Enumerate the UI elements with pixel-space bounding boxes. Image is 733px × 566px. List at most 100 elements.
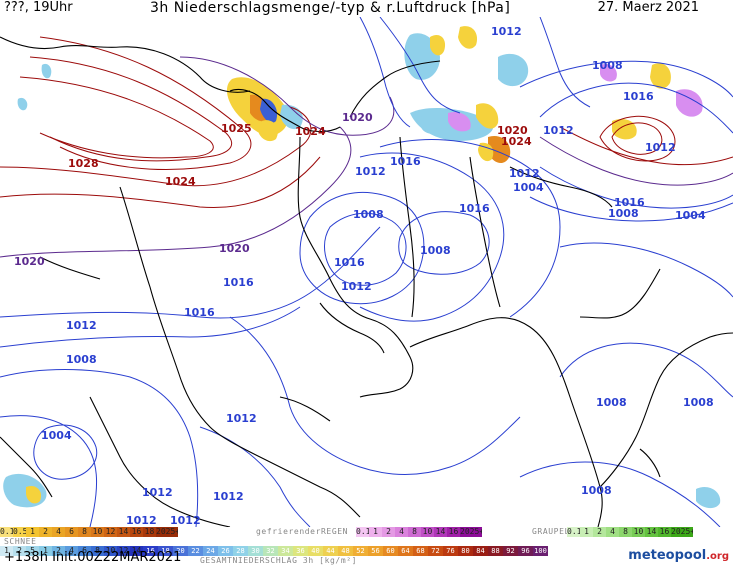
isobar-label: 1012 (355, 165, 386, 178)
isobar-label: 1008 (683, 396, 714, 409)
legend-snow-swatch: 10 (104, 546, 117, 556)
coastlines (0, 36, 733, 527)
isobar-line (611, 122, 663, 155)
legend-snow-swatch: 1 (0, 546, 13, 556)
legend-snow-swatch: 14 (130, 546, 143, 556)
legend-rain-swatch: 0.1 (0, 527, 13, 537)
isobar-line (539, 136, 733, 186)
isobar-label: 1008 (596, 396, 627, 409)
legend-rain-swatch: 16 (130, 527, 143, 537)
isobar-line (539, 82, 733, 134)
legend-graupel-swatch: 8 (619, 527, 632, 537)
isobar-line (559, 242, 733, 298)
isobar-line (324, 212, 407, 286)
legend-freezing-rain-swatch: 16 (447, 527, 460, 537)
isobar-line (0, 126, 352, 258)
isobar-label: 1008 (353, 208, 384, 221)
isobar-line (179, 56, 395, 136)
legend-rain-swatch: 6 (65, 527, 78, 537)
isobar-line (359, 152, 505, 322)
precip-cell (448, 111, 471, 132)
legend-freezing-rain-label: gefrierenderREGEN (256, 527, 349, 536)
legend-graupel-swatch: 4 (606, 527, 619, 537)
isobar-line (29, 56, 233, 162)
coastline (599, 332, 733, 488)
legend: 0.1 0.5 1 2 4 6 8 10 12 14 16 18 2025+ gefrierenderR… (0, 527, 733, 566)
legend-total-swatch: 92 (503, 546, 518, 556)
legend-rain-swatch: 8 (78, 527, 91, 537)
isobar-label: 1012 (491, 25, 522, 38)
isobar-line (398, 211, 490, 275)
isobar-line (0, 226, 381, 319)
brand-name: meteopool (628, 548, 707, 563)
isobar-label: 1016 (623, 90, 654, 103)
isobar-line (39, 36, 252, 170)
isobar-line (299, 191, 425, 305)
isobar-line (0, 415, 98, 527)
isobar-line (519, 60, 733, 98)
precip-cell (600, 63, 617, 82)
isobar-labels: 1012 1008 1016 1025 1024 1020 1028 1024 … (14, 25, 714, 527)
legend-total-swatch: 28 (233, 546, 248, 556)
legend-total-swatch: 48 (338, 546, 353, 556)
coastline (349, 60, 441, 118)
legend-snow-swatch: 5 (26, 546, 39, 556)
coastline (639, 448, 661, 478)
isobar-label: 1004 (513, 181, 544, 194)
legend-total-swatch: 18 (158, 546, 173, 556)
pressure-precip-map: 1012 1008 1016 1025 1024 1020 1028 1024 … (0, 17, 733, 527)
legend-total-swatch: 24 (203, 546, 218, 556)
legend-snow-swatch: 2 (13, 546, 26, 556)
isobar-line (539, 17, 591, 108)
legend-rain-swatch: 10 (91, 527, 104, 537)
isobar-label: 1024 (165, 175, 196, 188)
isobar-label: 1004 (675, 209, 706, 222)
legend-snow-swatch: 8 (91, 546, 104, 556)
isobar-line (19, 76, 214, 159)
isobar-label: 1012 (645, 141, 676, 154)
precip-cell (430, 34, 446, 56)
legend-freezing-rain-swatch: 8 (408, 527, 421, 537)
legend-snow-swatch: 4 (65, 546, 78, 556)
isobar-label: 1004 (41, 429, 72, 442)
legend-snow-swatch: 6 (78, 546, 91, 556)
coastline (39, 256, 101, 280)
coastline (469, 156, 501, 308)
isobar-lines (0, 17, 733, 527)
legend-freezing-rain-swatch: 2025+ (460, 527, 482, 537)
legend-total-swatch: 16 (143, 546, 158, 556)
legend-snow-swatch: 12 (117, 546, 130, 556)
isobar-label: 1012 (66, 319, 97, 332)
legend-total-swatch: 72 (428, 546, 443, 556)
legend-total-swatch: 76 (443, 546, 458, 556)
isobar-line (379, 139, 561, 318)
legend-freezing-rain-swatch: 4 (395, 527, 408, 537)
legend-graupel-swatch: 2025+ (671, 527, 693, 537)
legend-total-swatch: 84 (473, 546, 488, 556)
isobar-label: 1008 (66, 353, 97, 366)
legend-snow-scale: 1 2 5 1 2 4 6 8 10 12 14 (0, 546, 143, 556)
isobar-label: 1012 (170, 514, 201, 527)
legend-freezing-rain-swatch: 10 (421, 527, 434, 537)
isobar-label: 1016 (184, 306, 215, 319)
isobar-line (33, 424, 98, 480)
isobar-label: 1020 (219, 242, 250, 255)
coastline (229, 88, 341, 133)
legend-total-label: GESAMTNIEDERSCHLAG 3h [kg/m²] (200, 556, 358, 565)
precip-cell (650, 63, 671, 89)
legend-rain-swatch: 0.5 (13, 527, 26, 537)
brand-logo[interactable]: meteopool.org (628, 548, 729, 563)
isobar-label: 1008 (581, 484, 612, 497)
legend-rain-swatch: 14 (117, 527, 130, 537)
isobar-line (199, 426, 311, 527)
isobar-label: 1008 (608, 207, 639, 220)
legend-rain-scale: 0.1 0.5 1 2 4 6 8 10 12 14 16 18 2025+ (0, 527, 178, 537)
brand-suffix: .org (706, 551, 729, 562)
isobar-line (0, 156, 321, 209)
isobar-line (559, 126, 733, 166)
isobar-label: 1012 (341, 280, 372, 293)
coastline (579, 268, 661, 319)
legend-total-swatch: 44 (323, 546, 338, 556)
coastline (89, 396, 231, 527)
